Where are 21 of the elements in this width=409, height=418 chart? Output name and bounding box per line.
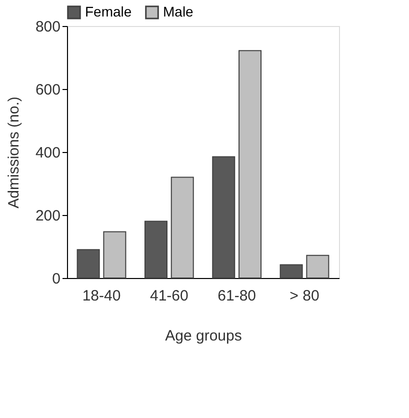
bar [170,176,194,278]
y-tick-label: 800 [35,18,60,36]
x-tick-label: > 80 [290,288,320,304]
y-tick-label: 200 [35,208,60,224]
bar [103,231,126,278]
x-tick-label: 61-80 [218,288,256,304]
y-tick-label: 0 [52,270,60,288]
bar [212,156,236,278]
bar [76,249,100,278]
x-tick-label: 18-40 [82,288,121,304]
bar [306,254,330,278]
y-tick-label: 600 [35,82,60,98]
x-tick-label: 41-60 [150,288,188,304]
bar [238,50,262,278]
y-axis-title: Admissions (no.) [5,96,22,208]
x-axis-title: Age groups [165,328,242,344]
bar [280,264,303,278]
bar [144,220,168,278]
legend-label: Female [85,3,132,20]
y-tick-label: 400 [35,144,60,162]
legend-label: Male [163,3,194,20]
